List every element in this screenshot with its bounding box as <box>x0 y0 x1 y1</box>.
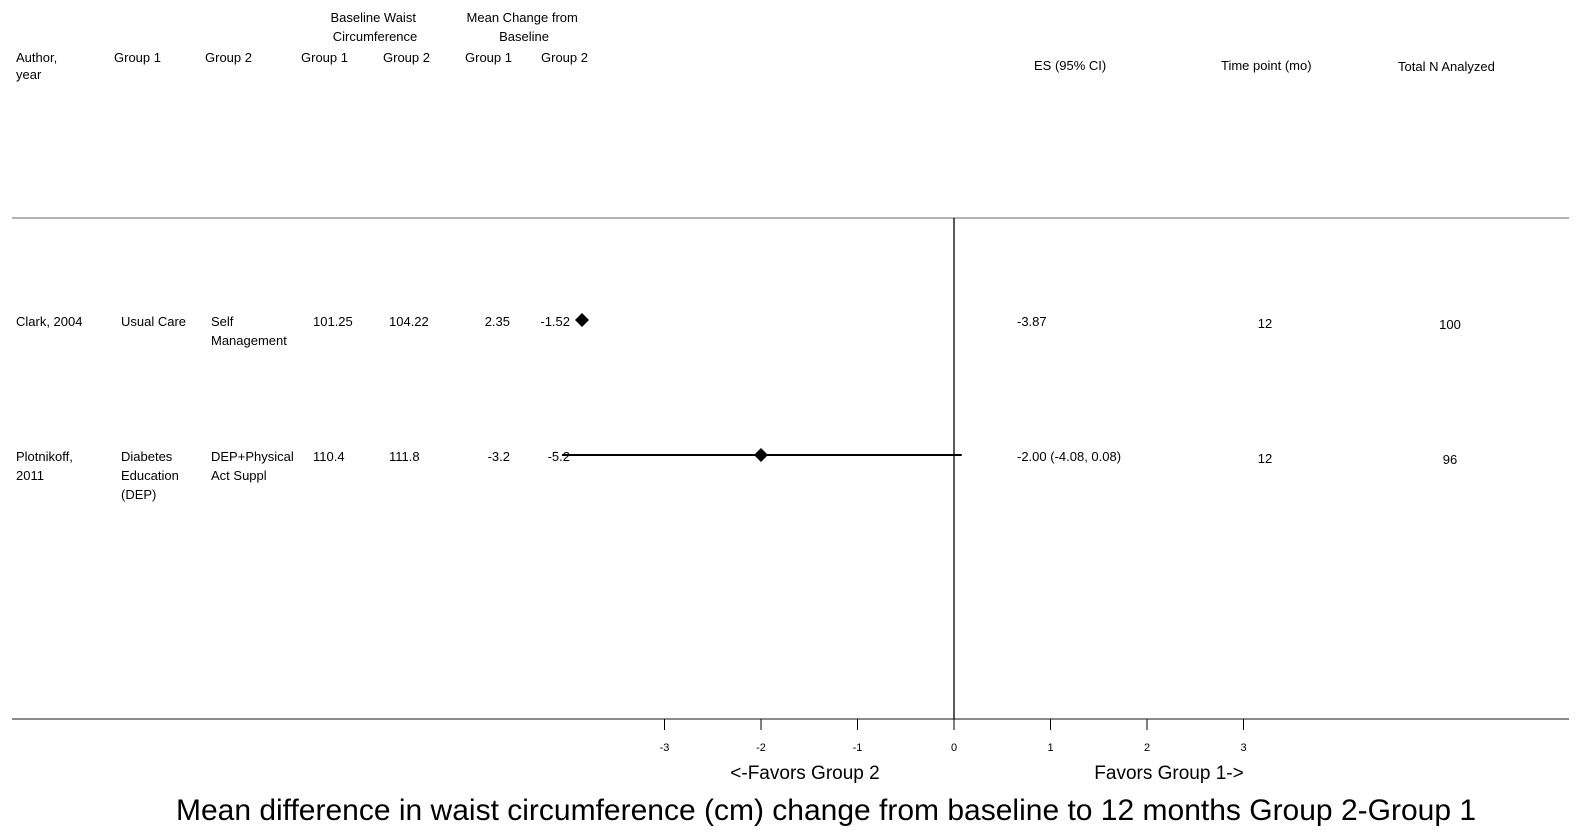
group1-name: Diabetes Education (DEP) <box>121 449 179 502</box>
author-year: Plotnikoff, 2011 <box>16 449 73 483</box>
study-row: Plotnikoff, 2011 Diabetes Education (DEP) DEP… <box>16 448 1457 502</box>
x-tick-label: 2 <box>1144 742 1150 754</box>
x-tick-label: 0 <box>951 742 957 754</box>
baseline-group1: 110.4 <box>313 449 345 464</box>
header-group1: Group 1 <box>114 50 161 65</box>
x-tick-label: -3 <box>660 742 670 754</box>
total-n-value: 100 <box>1439 317 1461 332</box>
group1-name: Usual Care <box>121 314 186 329</box>
baseline-group2: 104.22 <box>389 314 429 329</box>
effect-marker <box>575 313 589 327</box>
group2-name: DEP+Physical Act Suppl <box>211 449 294 483</box>
header-total-n: Total N Analyzed <box>1398 59 1495 74</box>
header-es: ES (95% CI) <box>1034 58 1106 73</box>
change-group1: 2.35 <box>485 314 510 329</box>
study-row: Clark, 2004 Usual Care Self Management 101.2… <box>16 313 1461 348</box>
x-tick-label: 1 <box>1047 742 1053 754</box>
change-group2: -5.2 <box>548 449 570 464</box>
timepoint-value: 12 <box>1258 451 1272 466</box>
timepoint-value: 12 <box>1258 316 1272 331</box>
chart-title: Mean difference in waist circumference (… <box>176 794 1476 827</box>
total-n-value: 96 <box>1443 452 1457 467</box>
x-tick-label: 3 <box>1240 742 1246 754</box>
author-year: Clark, 2004 <box>16 314 82 329</box>
x-axis: -3 -2 -1 0 1 2 3 <box>660 218 1247 754</box>
header-baseline-title: Baseline Waist Circumference <box>330 10 419 44</box>
favors-group2-label: <-Favors Group 2 <box>730 763 879 784</box>
header-change-title: Mean Change from Baseline <box>467 10 582 44</box>
header-change-g2: Group 2 <box>541 50 588 65</box>
x-tick-label: -2 <box>756 742 766 754</box>
baseline-group1: 101.25 <box>313 314 353 329</box>
effect-size-label: -2.00 (-4.08, 0.08) <box>1017 449 1121 464</box>
effect-size-label: -3.87 <box>1017 314 1047 329</box>
table-header: Author, year Group 1 Group 2 Baseline Wa… <box>16 10 1495 82</box>
header-baseline-g1: Group 1 <box>301 50 348 65</box>
change-group1: -3.2 <box>488 449 510 464</box>
favors-group1-label: Favors Group 1-> <box>1094 763 1243 784</box>
group2-name: Self Management <box>211 314 287 348</box>
change-group2: -1.52 <box>540 314 570 329</box>
study-rows: Clark, 2004 Usual Care Self Management 101.2… <box>16 313 1461 502</box>
header-timepoint: Time point (mo) <box>1221 58 1312 73</box>
baseline-group2: 111.8 <box>389 449 420 464</box>
x-tick-label: -1 <box>853 742 863 754</box>
header-group2: Group 2 <box>205 50 252 65</box>
header-baseline-g2: Group 2 <box>383 50 430 65</box>
header-change-g1: Group 1 <box>465 50 512 65</box>
effect-marker <box>754 448 768 462</box>
header-author: Author, year <box>16 50 61 82</box>
